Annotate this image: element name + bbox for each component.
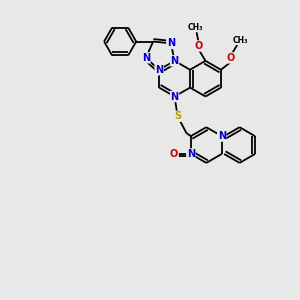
Text: CH₃: CH₃ [233,35,248,44]
Text: O: O [194,41,203,51]
Text: S: S [174,111,181,121]
Text: N: N [142,53,150,63]
Text: N: N [170,56,179,66]
Text: N: N [187,149,195,159]
Text: O: O [170,149,178,159]
Text: N: N [218,131,226,141]
Text: CH₃: CH₃ [188,22,203,32]
Text: N: N [155,65,163,75]
Text: O: O [227,53,235,63]
Text: N: N [170,92,179,101]
Text: N: N [167,38,175,48]
